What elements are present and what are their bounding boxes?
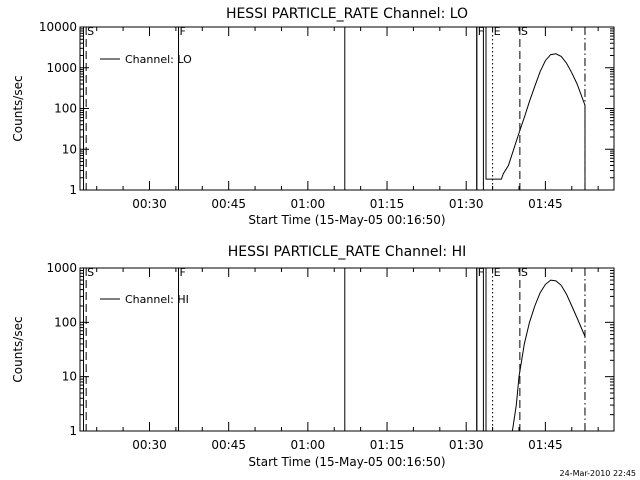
y-tick-label: 100: [54, 102, 77, 116]
x-axis-label: Start Time (15-May-05 00:16:50): [248, 213, 445, 227]
x-tick-label: 01:30: [449, 197, 484, 211]
x-tick-label: 00:45: [211, 197, 246, 211]
x-tick-label: 00:45: [211, 438, 246, 452]
y-tick-label: 10: [62, 142, 77, 156]
event-marker-label: F: [180, 266, 186, 279]
y-tick-label: 10000: [39, 20, 77, 34]
x-tick-label: 01:00: [291, 197, 326, 211]
chart-title: HESSI PARTICLE_RATE Channel: HI: [228, 244, 466, 260]
panel-channel-hi: HESSI PARTICLE_RATE Channel: HI 1 10 100 100…: [11, 244, 615, 469]
legend-label: Channel: HI: [125, 293, 189, 306]
chart-title: HESSI PARTICLE_RATE Channel: LO: [226, 6, 468, 22]
y-tick-label: 1000: [46, 61, 77, 75]
event-marker-label: S: [521, 266, 528, 279]
x-tick-label: 01:15: [370, 438, 405, 452]
x-tick-label: 01:45: [528, 197, 563, 211]
event-marker-label: F: [180, 25, 186, 38]
series-line: [83, 26, 586, 191]
x-axis-label: Start Time (15-May-05 00:16:50): [248, 455, 445, 469]
event-marker-label: E: [494, 266, 501, 279]
y-tick-label: 1: [69, 183, 77, 197]
y-tick-label: 1: [69, 424, 77, 438]
event-marker-label: S: [87, 266, 94, 279]
y-tick-label: 100: [54, 315, 77, 329]
footer-date-stamp: 24-Mar-2010 22:45: [560, 469, 637, 478]
x-tick-label: 00:30: [132, 197, 167, 211]
event-marker-label: F: [478, 266, 484, 279]
plot-frame: [79, 26, 615, 191]
y-axis-label: Counts/sec: [11, 316, 25, 382]
x-tick-label: 01:45: [528, 438, 563, 452]
y-axis-label: Counts/sec: [11, 75, 25, 141]
event-marker-label: S: [521, 25, 528, 38]
series-line: [83, 267, 586, 432]
panel-channel-lo: HESSI PARTICLE_RATE Channel: LO 1 10 100 100…: [11, 6, 615, 227]
y-tick-label: 1000: [46, 261, 77, 275]
x-tick-label: 01:15: [370, 197, 405, 211]
event-marker-label: S: [87, 25, 94, 38]
event-marker-label: E: [494, 25, 501, 38]
y-tick-label: 10: [62, 370, 77, 384]
x-tick-label: 00:30: [132, 438, 167, 452]
x-tick-label: 01:30: [449, 438, 484, 452]
legend-label: Channel: LO: [125, 53, 192, 66]
x-tick-label: 01:00: [291, 438, 326, 452]
event-marker-label: F: [478, 25, 484, 38]
